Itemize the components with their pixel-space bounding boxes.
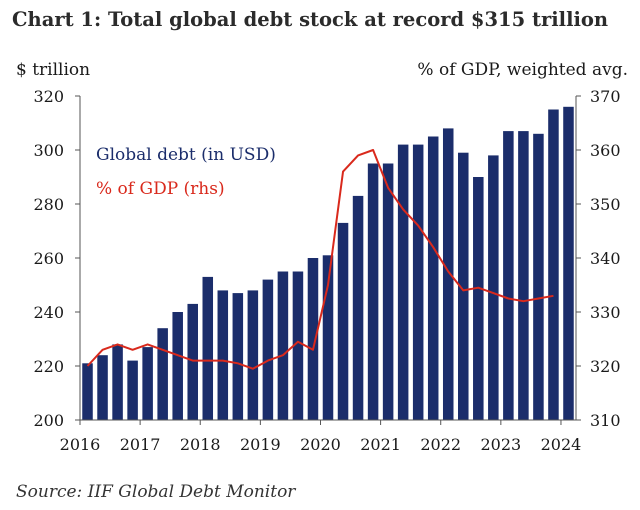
debt-bar: [187, 303, 198, 420]
right-tick-label: 370: [590, 87, 621, 106]
left-tick-label: 320: [33, 87, 64, 106]
bars-layer: [82, 106, 574, 421]
line-layer: [86, 149, 554, 370]
debt-bar: [247, 290, 259, 420]
left-tick-label: 260: [33, 249, 64, 268]
debt-bar: [337, 222, 349, 420]
debt-bar: [277, 271, 289, 420]
left-tick-label: 240: [33, 303, 64, 322]
left-tick-label: 300: [33, 141, 64, 160]
debt-bar: [262, 279, 274, 420]
axes-layer: 200 220 240 260 280 300 320 310 320 330 340 350 360 3…: [33, 87, 620, 454]
debt-bar: [142, 347, 153, 420]
x-tick-label: 2017: [120, 435, 161, 454]
debt-bar: [412, 144, 424, 420]
x-tick-label: 2021: [360, 435, 401, 454]
debt-bar: [563, 106, 574, 421]
debt-bar: [397, 144, 409, 420]
debt-bar: [458, 152, 469, 420]
debt-bar: [473, 177, 484, 420]
right-tick-label: 350: [590, 195, 621, 214]
debt-bar: [217, 290, 229, 420]
debt-bar: [112, 344, 123, 420]
gdp-ratio-line: [86, 149, 554, 370]
debt-bar: [488, 155, 499, 420]
debt-bar: [157, 328, 168, 420]
left-tick-label: 220: [33, 357, 64, 376]
right-tick-label: 360: [590, 141, 621, 160]
left-axis-unit: $ trillion: [16, 60, 91, 80]
debt-bar: [533, 133, 544, 421]
x-tick-label: 2024: [541, 435, 582, 454]
debt-bar: [82, 363, 93, 420]
debt-bar: [442, 128, 454, 420]
legend-debt-label: Global debt (in USD): [96, 145, 276, 165]
debt-bar: [292, 271, 304, 420]
debt-bar: [307, 258, 319, 420]
debt-bar: [352, 195, 364, 420]
right-axis-unit: % of GDP, weighted avg.: [417, 60, 628, 80]
left-tick-label: 280: [33, 195, 64, 214]
x-tick-label: 2018: [180, 435, 221, 454]
x-tick-label: 2016: [60, 435, 101, 454]
debt-bar: [382, 163, 394, 420]
legend-gdp-label: % of GDP (rhs): [96, 179, 225, 199]
right-tick-label: 340: [590, 249, 621, 268]
debt-bar: [172, 312, 183, 420]
debt-bar: [127, 360, 138, 420]
debt-bar: [322, 255, 334, 420]
x-tick-label: 2023: [480, 435, 521, 454]
debt-bar: [518, 131, 529, 420]
debt-bar: [202, 276, 214, 420]
debt-bar: [503, 131, 514, 420]
chart-title: Chart 1: Total global debt stock at reco…: [12, 8, 609, 31]
debt-bar: [367, 163, 379, 420]
x-tick-label: 2019: [240, 435, 281, 454]
right-tick-label: 310: [590, 411, 621, 430]
debt-bar: [232, 293, 244, 420]
legend: Global debt (in USD) % of GDP (rhs): [96, 145, 276, 199]
right-tick-label: 320: [590, 357, 621, 376]
x-tick-label: 2022: [420, 435, 461, 454]
debt-bar: [548, 109, 559, 420]
left-tick-label: 200: [33, 411, 64, 430]
source-note: Source: IIF Global Debt Monitor: [16, 482, 296, 502]
debt-bar: [427, 136, 439, 420]
debt-bar: [97, 355, 108, 420]
x-tick-label: 2020: [300, 435, 341, 454]
right-tick-label: 330: [590, 303, 621, 322]
